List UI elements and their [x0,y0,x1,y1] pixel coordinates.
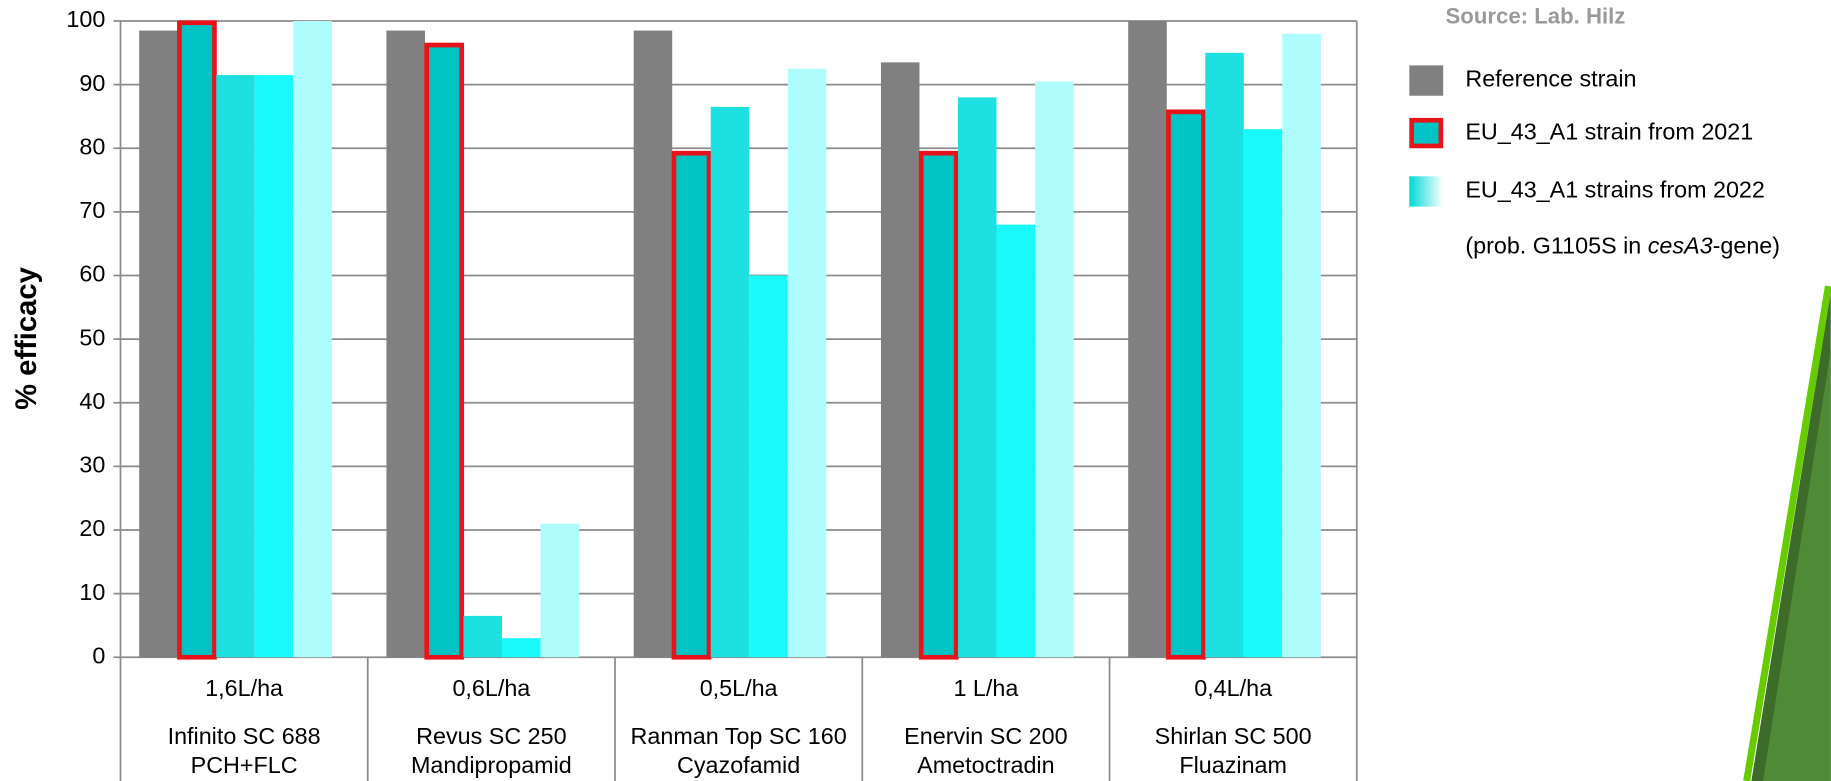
x-tick-label: Revus SC 250 [416,723,566,749]
y-tick-label: 90 [79,70,105,96]
legend-label: EU_43_A1 strains from 2022 [1465,177,1765,203]
bar [179,23,214,657]
legend-swatch [1409,65,1443,95]
legend-note-text: (prob. G1105S in [1465,233,1647,259]
legend-swatch [1412,120,1441,146]
bar [139,31,178,658]
bar [921,153,956,657]
legend-note-gene: cesA3 [1648,233,1713,259]
bar [749,276,788,658]
legend-note-text: -gene) [1713,233,1780,259]
y-tick-label: 30 [79,452,105,478]
bar [1128,21,1167,657]
y-tick-label: 0 [92,642,105,668]
x-tick-label: 0,4L/ha [1194,675,1272,701]
bar [1282,34,1321,658]
page: Source: Lab. Hilz % efficacy (prob. G110… [0,0,1831,781]
y-tick-label: 80 [79,133,105,159]
legend-label: EU_43_A1 strain from 2021 [1465,118,1753,144]
x-tick-label: 1 L/ha [953,675,1018,701]
bar [216,75,255,657]
x-tick-label: 0,5L/ha [700,675,778,701]
legend-note: (prob. G1105S in cesA3-gene) [1465,233,1780,259]
bar [386,31,425,658]
legend-label: Reference strain [1465,66,1636,92]
y-tick-label: 60 [79,261,105,287]
bar [634,31,673,658]
source: Source: Lab. Hilz [1446,3,1626,28]
y-tick-label: 100 [66,6,105,32]
legend-swatch [1409,176,1443,206]
y-tick-label: 20 [79,515,105,541]
x-tick-label: Infinito SC 688 [168,723,321,749]
x-tick-label: 1,6L/ha [205,675,283,701]
y-tick-label: 70 [79,197,105,223]
bar [674,153,709,657]
bar [881,62,920,657]
x-tick-label: Cyazofamid [677,752,800,778]
x-tick-label: Fluazinam [1179,752,1287,778]
y-tick-label: 10 [79,579,105,605]
bar [1244,129,1283,657]
bar [541,524,580,658]
bar [997,225,1036,658]
bar [1205,53,1244,657]
bar [788,69,827,658]
x-tick-label: 0,6L/ha [452,675,530,701]
bar [502,638,541,657]
x-tick-label: Shirlan SC 500 [1155,723,1312,749]
y-tick-label: 40 [79,388,105,414]
x-tick-label: Ranman Top SC 160 [631,723,847,749]
x-tick-label: Ametoctradin [917,752,1054,778]
bar [711,107,750,657]
x-tick-label: Mandipropamid [411,752,572,778]
chart: Source: Lab. Hilz % efficacy (prob. G110… [0,0,1831,781]
bar [1035,81,1074,657]
bar [1168,112,1203,657]
bar [293,21,332,657]
bar [255,75,294,657]
x-tick-label: Enervin SC 200 [904,723,1067,749]
x-tick-label: PCH+FLC [191,752,298,778]
bar [427,45,462,657]
bar [463,616,502,657]
y-axis-label: % efficacy [11,266,43,409]
y-tick-label: 50 [79,324,105,350]
bar [958,97,997,657]
